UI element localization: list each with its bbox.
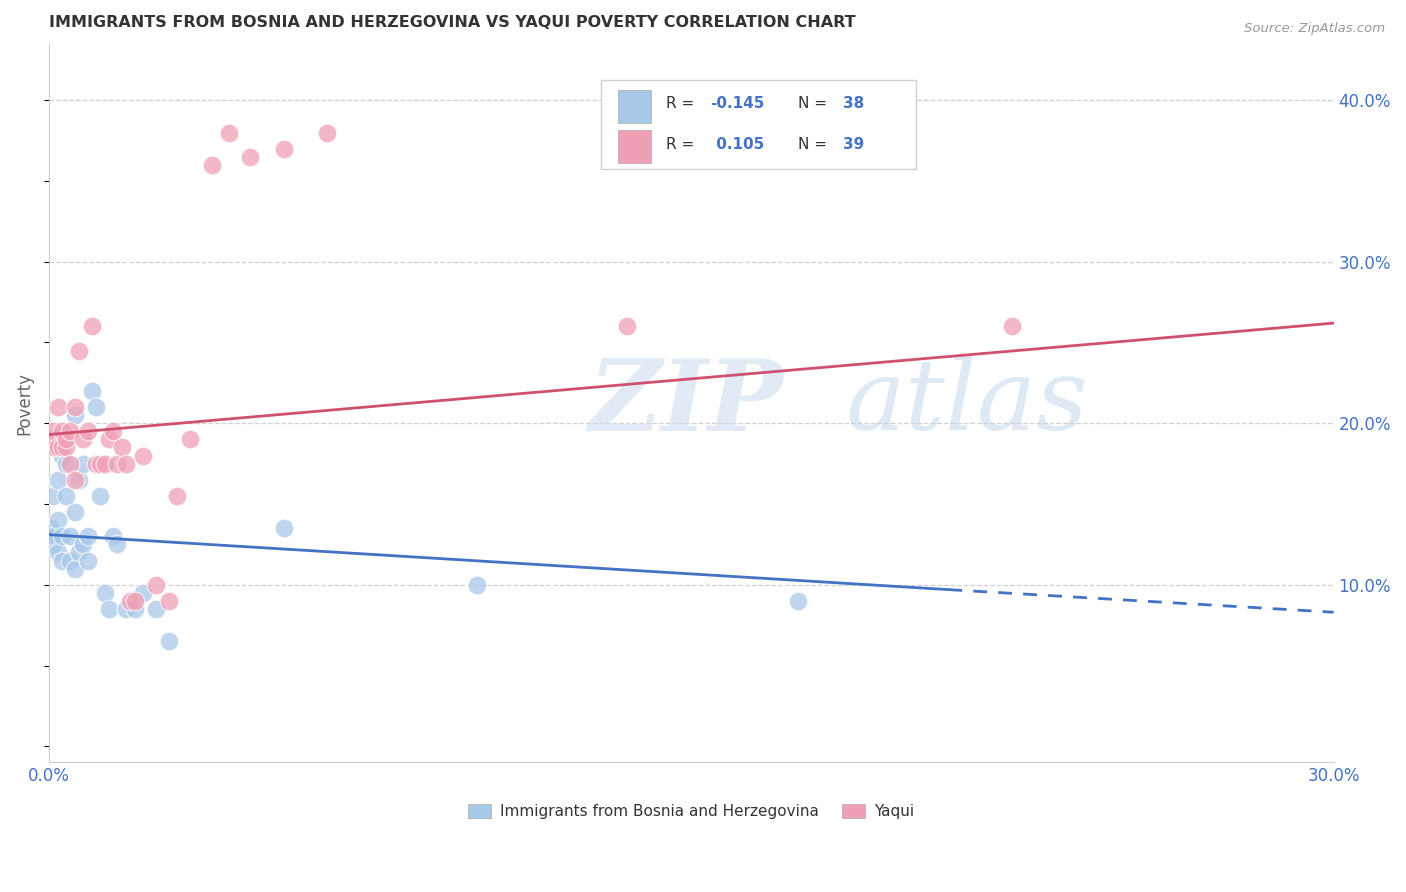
Point: [145, 602, 167, 616]
Point: [39, 521, 62, 535]
Point: [46, 400, 69, 414]
Point: [157, 634, 180, 648]
Point: [46, 473, 69, 487]
Point: [67, 545, 90, 559]
Point: [80, 319, 103, 334]
Point: [42, 529, 65, 543]
Point: [51, 529, 73, 543]
Point: [59, 457, 82, 471]
Point: [89, 489, 111, 503]
Point: [273, 142, 295, 156]
Point: [111, 441, 134, 455]
Text: 0.105: 0.105: [710, 136, 763, 152]
Point: [55, 433, 77, 447]
Point: [218, 126, 240, 140]
Point: [201, 158, 224, 172]
Point: [465, 578, 488, 592]
Point: [72, 433, 94, 447]
Text: 39: 39: [842, 136, 865, 152]
Point: [97, 602, 120, 616]
Point: [42, 537, 65, 551]
Text: -0.145: -0.145: [710, 96, 765, 112]
Point: [67, 473, 90, 487]
Point: [72, 457, 94, 471]
Point: [787, 594, 810, 608]
Point: [103, 529, 125, 543]
Point: [616, 319, 638, 334]
Point: [55, 489, 77, 503]
Text: ZIP: ZIP: [589, 355, 783, 451]
Point: [273, 521, 295, 535]
Point: [120, 594, 142, 608]
Point: [103, 425, 125, 439]
Point: [55, 441, 77, 455]
Point: [157, 594, 180, 608]
Point: [42, 425, 65, 439]
Point: [51, 425, 73, 439]
FancyBboxPatch shape: [602, 79, 917, 169]
Point: [80, 384, 103, 398]
Point: [115, 602, 138, 616]
Legend: Immigrants from Bosnia and Herzegovina, Yaqui: Immigrants from Bosnia and Herzegovina, …: [461, 797, 922, 827]
Point: [63, 400, 86, 414]
Point: [63, 473, 86, 487]
Point: [84, 400, 107, 414]
Point: [46, 513, 69, 527]
Point: [63, 561, 86, 575]
Point: [89, 457, 111, 471]
Text: 38: 38: [842, 96, 865, 112]
Point: [76, 529, 98, 543]
Point: [46, 545, 69, 559]
Text: IMMIGRANTS FROM BOSNIA AND HERZEGOVINA VS YAQUI POVERTY CORRELATION CHART: IMMIGRANTS FROM BOSNIA AND HERZEGOVINA V…: [49, 15, 856, 30]
Text: R =: R =: [665, 96, 699, 112]
Text: Source: ZipAtlas.com: Source: ZipAtlas.com: [1244, 22, 1385, 36]
Text: R =: R =: [665, 136, 699, 152]
Point: [132, 449, 155, 463]
Point: [132, 586, 155, 600]
Point: [1001, 319, 1024, 334]
Point: [107, 537, 129, 551]
Point: [166, 489, 188, 503]
FancyBboxPatch shape: [619, 130, 651, 163]
Point: [51, 449, 73, 463]
Point: [63, 408, 86, 422]
Point: [72, 537, 94, 551]
Point: [67, 343, 90, 358]
Point: [46, 441, 69, 455]
Text: N =: N =: [799, 96, 832, 112]
Point: [76, 425, 98, 439]
Point: [39, 433, 62, 447]
Text: N =: N =: [799, 136, 832, 152]
Point: [84, 457, 107, 471]
Y-axis label: Poverty: Poverty: [15, 372, 32, 434]
Point: [316, 126, 339, 140]
Point: [76, 553, 98, 567]
Point: [55, 457, 77, 471]
Point: [107, 457, 129, 471]
Text: atlas: atlas: [845, 355, 1088, 450]
Point: [51, 441, 73, 455]
Point: [115, 457, 138, 471]
Point: [145, 578, 167, 592]
Point: [239, 150, 262, 164]
Point: [42, 489, 65, 503]
Point: [93, 457, 115, 471]
Point: [63, 505, 86, 519]
Point: [51, 553, 73, 567]
Point: [42, 441, 65, 455]
FancyBboxPatch shape: [619, 89, 651, 123]
Point: [59, 425, 82, 439]
Point: [93, 586, 115, 600]
Point: [124, 602, 146, 616]
Point: [59, 553, 82, 567]
Point: [124, 594, 146, 608]
Point: [59, 529, 82, 543]
Point: [179, 433, 201, 447]
Point: [97, 433, 120, 447]
